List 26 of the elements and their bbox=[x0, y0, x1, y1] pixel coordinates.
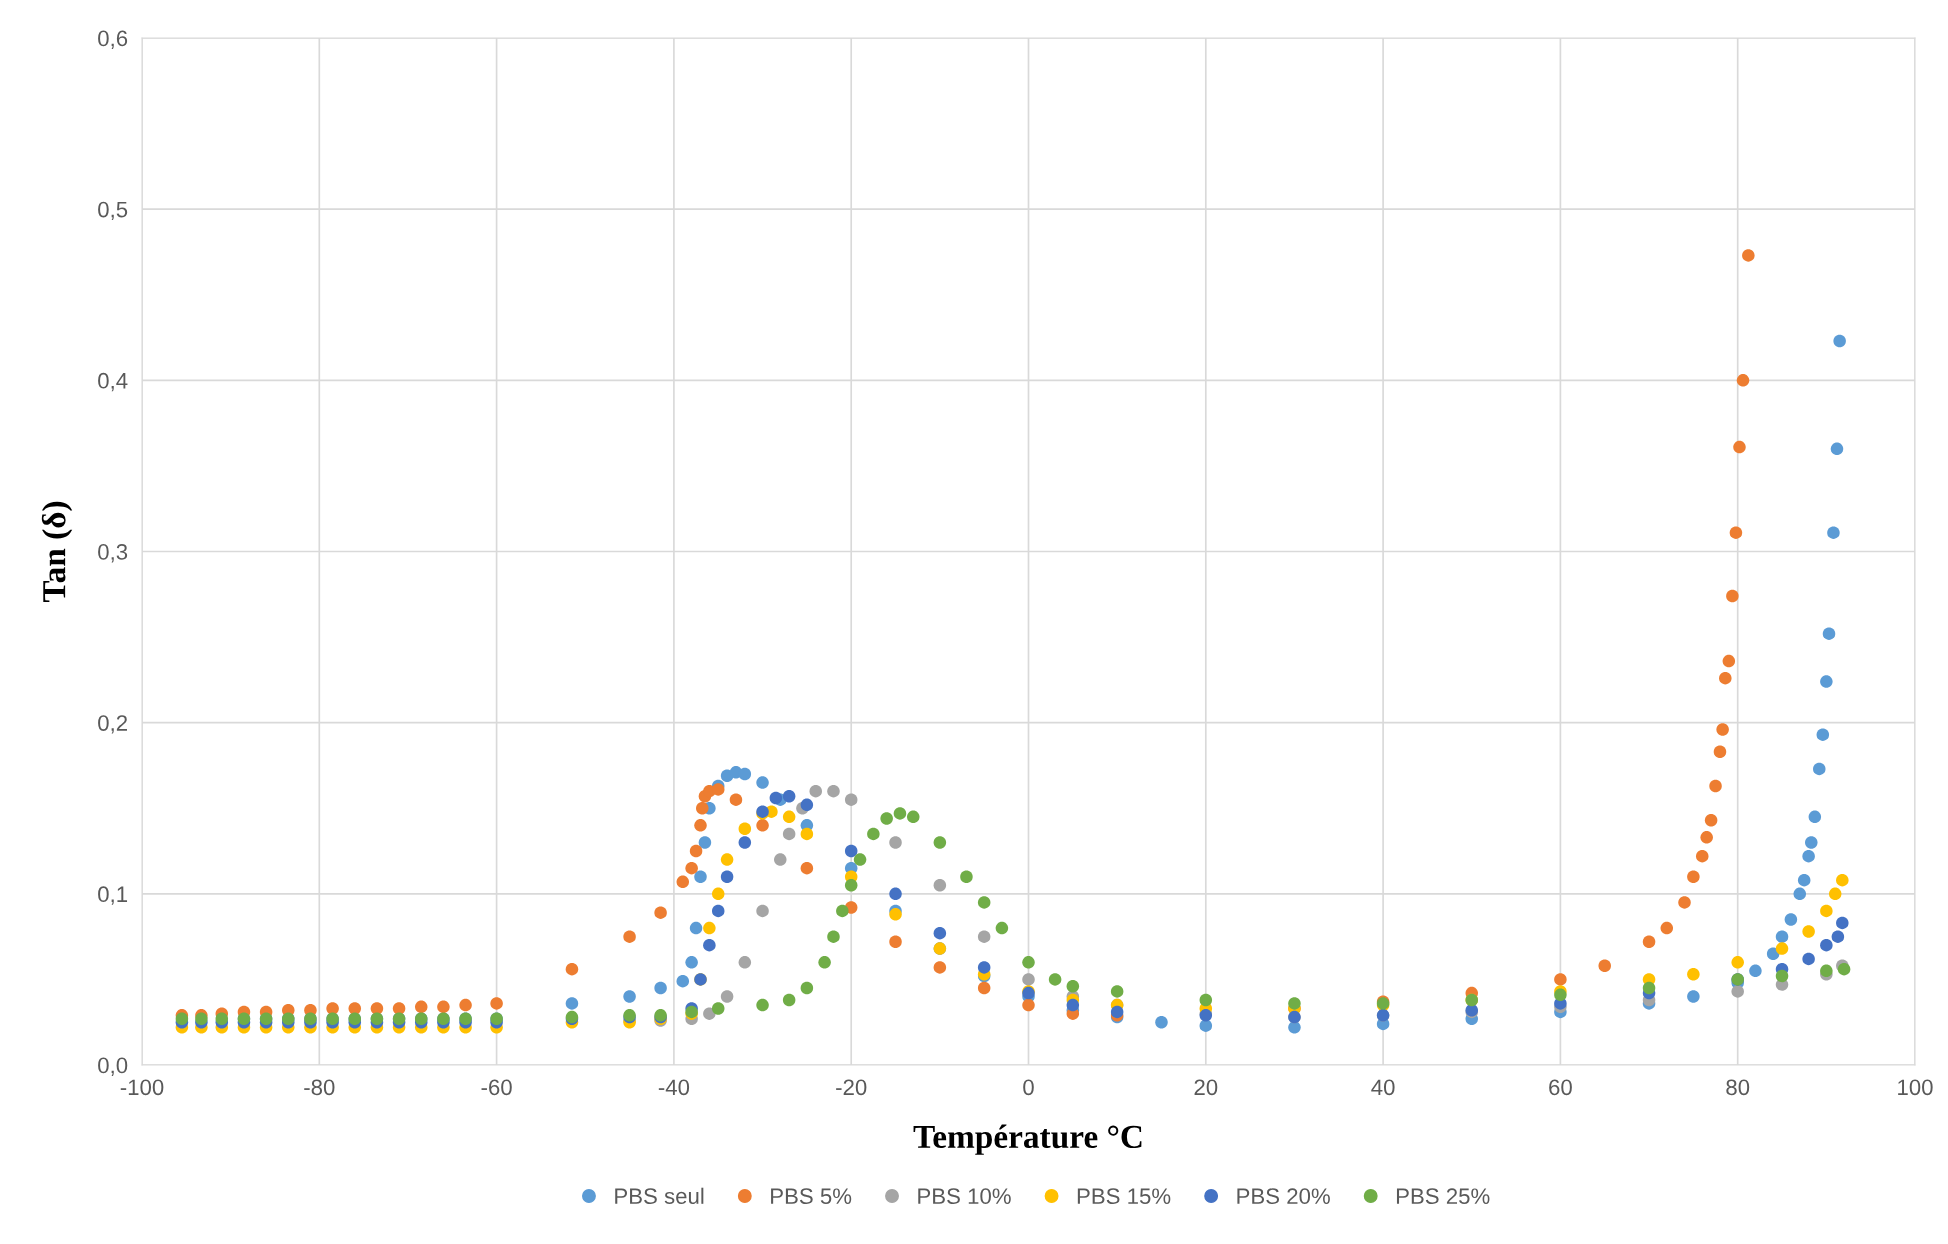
y-tick-label: 0,4 bbox=[98, 372, 128, 392]
legend-label: PBS 10% bbox=[918, 1188, 1011, 1205]
y-axis-title: Tan (δ) bbox=[41, 501, 73, 603]
legend-label: PBS 20% bbox=[1237, 1188, 1330, 1205]
y-tick-label: 0,3 bbox=[98, 544, 128, 563]
y-tick-label: 0,5 bbox=[98, 201, 128, 221]
legend-label: PBS 15% bbox=[1077, 1188, 1171, 1205]
x-tick-label: 20 bbox=[1194, 1079, 1218, 1096]
y-tick-label: 0,6 bbox=[98, 30, 128, 49]
x-tick-label: -60 bbox=[481, 1079, 512, 1096]
x-tick-label: -40 bbox=[658, 1079, 690, 1096]
x-tick-label: -20 bbox=[836, 1079, 867, 1096]
x-tick-label: 100 bbox=[1898, 1079, 1933, 1096]
x-tick-label: 60 bbox=[1549, 1079, 1572, 1096]
x-tick-label: 80 bbox=[1726, 1079, 1750, 1096]
x-tick-label: -80 bbox=[304, 1079, 335, 1096]
x-tick-label: -100 bbox=[120, 1079, 164, 1096]
y-tick-label: 0,2 bbox=[98, 715, 127, 734]
legend-label: PBS seul bbox=[615, 1187, 704, 1205]
legend-label: PBS 25% bbox=[1396, 1188, 1490, 1205]
y-tick-label: 0,1 bbox=[98, 886, 128, 905]
x-tick-label: 40 bbox=[1371, 1079, 1395, 1096]
legend-label: PBS 5% bbox=[771, 1188, 852, 1205]
x-tick-label: 0 bbox=[1023, 1079, 1034, 1096]
y-tick-label: 0,0 bbox=[98, 1057, 128, 1076]
x-axis-title: Température °C bbox=[913, 1124, 1142, 1155]
